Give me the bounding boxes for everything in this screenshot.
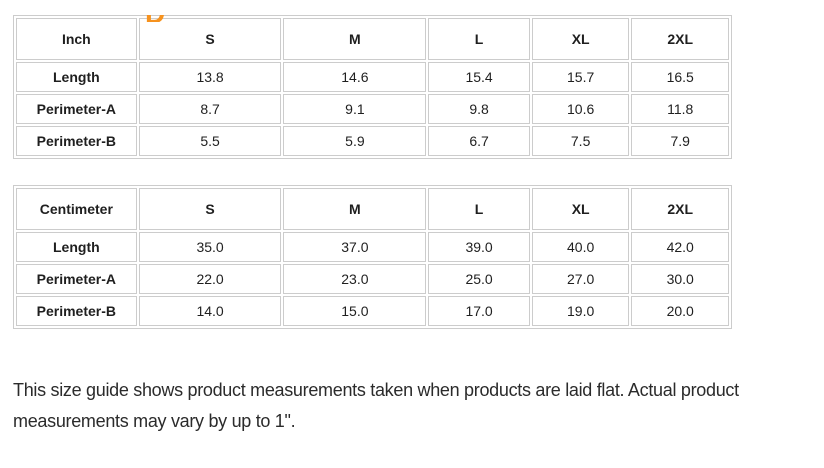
size-header-cell: M	[283, 188, 427, 230]
value-cell: 15.7	[531, 62, 630, 92]
row-label-cell: Perimeter-B	[16, 126, 137, 156]
value-cell: 6.7	[428, 126, 530, 156]
centimeter-size-table: Centimeter S M L XL 2XL Length 35.0 37.0…	[13, 185, 732, 329]
value-cell: 5.9	[283, 126, 427, 156]
value-cell: 30.0	[631, 264, 729, 294]
table-row: Perimeter-B 14.0 15.0 17.0 19.0 20.0	[16, 296, 729, 326]
value-cell: 14.6	[283, 62, 427, 92]
value-cell: 8.7	[138, 94, 282, 124]
size-header-cell: XL	[531, 18, 630, 60]
row-label-cell: Perimeter-A	[16, 94, 137, 124]
value-cell: 11.8	[631, 94, 729, 124]
value-cell: 9.1	[283, 94, 427, 124]
header-row: Centimeter S M L XL 2XL	[16, 188, 729, 230]
value-cell: 40.0	[531, 232, 630, 262]
value-cell: 10.6	[531, 94, 630, 124]
value-cell: 7.9	[631, 126, 729, 156]
size-header-cell: L	[428, 18, 530, 60]
value-cell: 22.0	[138, 264, 282, 294]
value-cell: 25.0	[428, 264, 530, 294]
size-header-cell: 2XL	[631, 18, 729, 60]
value-cell: 7.5	[531, 126, 630, 156]
note-line: This size guide shows product measuremen…	[13, 380, 739, 400]
note-line: measurements may vary by up to 1".	[13, 411, 296, 431]
table-row: Perimeter-B 5.5 5.9 6.7 7.5 7.9	[16, 126, 729, 156]
unit-header-cell: Inch	[16, 18, 137, 60]
value-cell: 5.5	[138, 126, 282, 156]
table-row: Length 13.8 14.6 15.4 15.7 16.5	[16, 62, 729, 92]
row-label-cell: Perimeter-B	[16, 296, 137, 326]
value-cell: 19.0	[531, 296, 630, 326]
row-label-cell: Length	[16, 62, 137, 92]
size-header-cell: XL	[531, 188, 630, 230]
value-cell: 17.0	[428, 296, 530, 326]
value-cell: 39.0	[428, 232, 530, 262]
size-guide-note: This size guide shows product measuremen…	[13, 375, 819, 437]
unit-header-cell: Centimeter	[16, 188, 137, 230]
clipped-heading-fragment: D	[145, 15, 171, 22]
value-cell: 13.8	[138, 62, 282, 92]
row-label-cell: Length	[16, 232, 137, 262]
value-cell: 16.5	[631, 62, 729, 92]
value-cell: 42.0	[631, 232, 729, 262]
size-header-cell: 2XL	[631, 188, 729, 230]
value-cell: 27.0	[531, 264, 630, 294]
table-row: Perimeter-A 22.0 23.0 25.0 27.0 30.0	[16, 264, 729, 294]
table-row: Perimeter-A 8.7 9.1 9.8 10.6 11.8	[16, 94, 729, 124]
value-cell: 15.0	[283, 296, 427, 326]
size-header-cell: L	[428, 188, 530, 230]
row-label-cell: Perimeter-A	[16, 264, 137, 294]
inch-size-table: Inch S M L XL 2XL Length 13.8 14.6 15.4 …	[13, 15, 732, 159]
size-header-cell: S	[138, 18, 282, 60]
size-header-cell: M	[283, 18, 427, 60]
value-cell: 23.0	[283, 264, 427, 294]
value-cell: 20.0	[631, 296, 729, 326]
size-guide-section: Inch S M L XL 2XL Length 13.8 14.6 15.4 …	[0, 15, 824, 329]
value-cell: 15.4	[428, 62, 530, 92]
value-cell: 35.0	[138, 232, 282, 262]
clipped-heading-letter: D	[145, 15, 171, 22]
size-header-cell: S	[138, 188, 282, 230]
value-cell: 14.0	[138, 296, 282, 326]
table-row: Length 35.0 37.0 39.0 40.0 42.0	[16, 232, 729, 262]
header-row: Inch S M L XL 2XL	[16, 18, 729, 60]
value-cell: 37.0	[283, 232, 427, 262]
value-cell: 9.8	[428, 94, 530, 124]
